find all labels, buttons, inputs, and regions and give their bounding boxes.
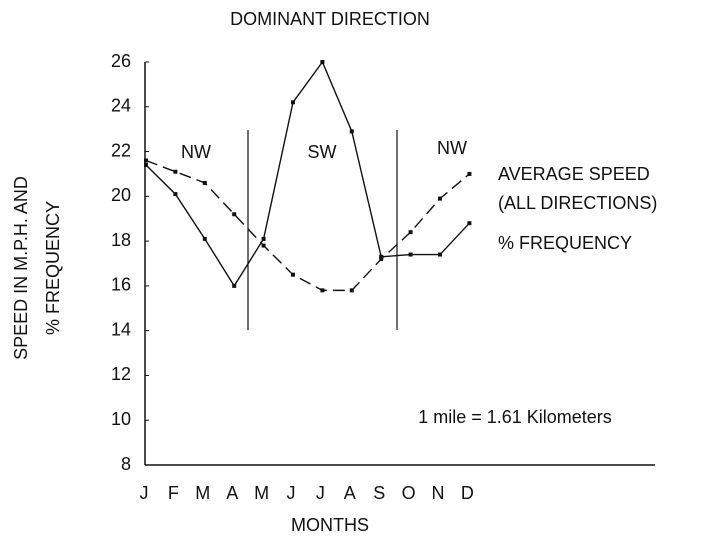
x-tick-label: J <box>140 483 149 503</box>
y-tick-label: 10 <box>111 409 131 429</box>
point <box>379 257 384 262</box>
annotation: NW <box>437 138 467 158</box>
y-tick-label: 14 <box>111 319 131 339</box>
y-tick-label: 26 <box>111 51 131 71</box>
x-tick-label: J <box>287 483 296 503</box>
x-tick-label: A <box>226 483 238 503</box>
y-tick-label: 18 <box>111 230 131 250</box>
annotation: NW <box>181 142 211 162</box>
point <box>202 236 207 241</box>
point <box>320 60 325 64</box>
point <box>408 230 413 235</box>
point <box>261 236 266 241</box>
point <box>379 254 384 259</box>
point <box>349 288 354 293</box>
legend-entry: % FREQUENCY <box>498 233 633 253</box>
y-tick-label: 20 <box>111 185 131 205</box>
x-tick-label: A <box>344 483 356 503</box>
y-tick-label: 22 <box>111 140 131 160</box>
point <box>291 100 295 105</box>
point <box>232 212 237 217</box>
x-tick-label: N <box>432 483 445 503</box>
y-axis-label: SPEED IN M.P.H. AND <box>11 176 31 360</box>
x-tick-label: M <box>195 483 210 503</box>
x-tick-label: O <box>402 483 416 503</box>
point <box>467 171 472 176</box>
legend-entry: AVERAGE SPEED (ALL DIRECTIONS) <box>498 164 658 213</box>
point <box>232 283 237 288</box>
x-tick-label: J <box>316 483 325 503</box>
point <box>438 252 442 257</box>
x-tick-label: F <box>168 483 179 503</box>
x-tick-label: M <box>254 483 269 503</box>
point <box>173 192 178 197</box>
annotation: 1 mile = 1.61 Kilometers <box>418 407 612 427</box>
point <box>144 162 148 167</box>
point <box>320 288 325 293</box>
point <box>467 221 472 226</box>
point <box>438 196 442 201</box>
point <box>261 243 266 248</box>
point <box>291 272 295 277</box>
y-axis-label: % FREQUENCY <box>43 201 63 335</box>
point <box>202 180 207 185</box>
x-tick-label: D <box>461 483 474 503</box>
series-line <box>145 159 470 292</box>
x-axis-label: MONTHS <box>291 515 369 535</box>
point <box>144 158 148 163</box>
x-tick-label: S <box>373 483 385 503</box>
y-tick-label: 24 <box>111 96 131 116</box>
point <box>349 129 354 134</box>
annotation: SW <box>308 142 337 162</box>
point <box>408 252 413 257</box>
y-tick-label: 12 <box>111 364 131 384</box>
y-tick-label: 16 <box>111 275 131 295</box>
point <box>173 169 178 174</box>
chart-title: DOMINANT DIRECTION <box>230 9 430 29</box>
y-tick-label: 8 <box>121 454 131 474</box>
series-line <box>145 60 470 288</box>
